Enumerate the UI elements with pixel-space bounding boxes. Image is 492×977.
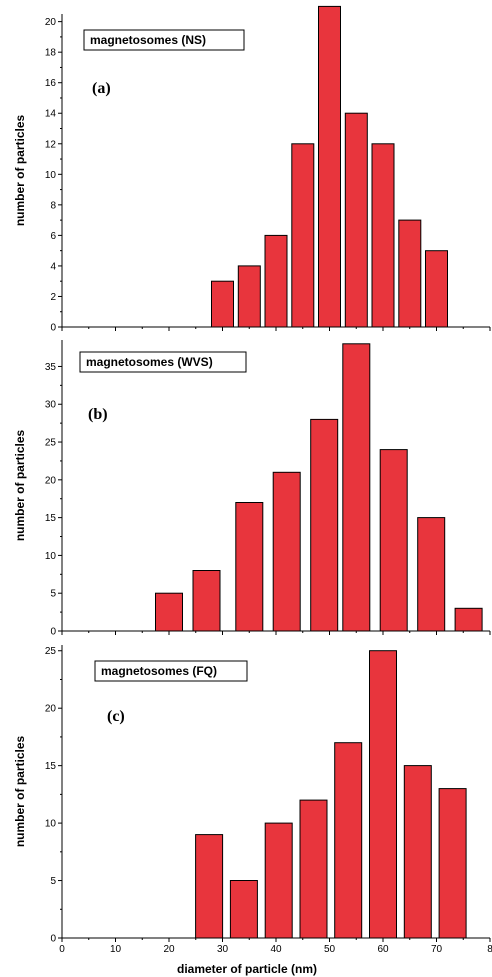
y-tick-label: 35 <box>45 362 57 373</box>
panel-tag: (a) <box>92 80 111 97</box>
bar <box>334 742 363 939</box>
bar <box>344 112 368 328</box>
x-axis-label: diameter of particle (nm) <box>177 962 317 976</box>
y-tick-label: 16 <box>45 78 57 89</box>
x-tick-label: 0 <box>59 944 65 955</box>
x-tick-label: 50 <box>324 944 336 955</box>
legend-box <box>94 660 248 682</box>
y-tick-label: 20 <box>45 704 57 715</box>
bar <box>369 650 397 939</box>
bar <box>235 502 264 632</box>
y-tick-label: 5 <box>50 589 56 600</box>
bar <box>155 592 183 632</box>
x-tick-label: 30 <box>217 944 229 955</box>
bar <box>264 822 293 939</box>
y-tick-label: 4 <box>50 261 56 272</box>
bar <box>291 143 315 328</box>
y-tick-label: 0 <box>50 323 56 334</box>
y-tick-label: 20 <box>45 475 57 486</box>
bar <box>272 471 301 632</box>
y-tick-label: 10 <box>45 170 57 181</box>
y-tick-label: 0 <box>50 627 56 638</box>
y-tick-label: 10 <box>45 551 57 562</box>
panel-tag: (c) <box>107 708 125 725</box>
y-axis-label: number of particles <box>13 114 27 226</box>
legend-label: magnetosomes (NS) <box>90 33 206 47</box>
y-tick-label: 2 <box>50 292 56 303</box>
x-tick-label: 60 <box>377 944 389 955</box>
histogram-panel-1: 0 2 4 6 8 10 12 14 16 18 20 number of particles magn… <box>13 5 491 334</box>
y-tick-label: 5 <box>50 876 56 887</box>
x-tick-label: 70 <box>431 944 443 955</box>
bar <box>417 517 446 632</box>
y-tick-label: 14 <box>45 109 57 120</box>
bar <box>371 143 395 328</box>
histogram-panel-3: 0 5 10 15 20 25 0 10 20 30 40 50 60 70 8 number of part… <box>13 645 492 976</box>
x-tick-label: 40 <box>270 944 282 955</box>
y-tick-label: 0 <box>50 934 56 945</box>
y-tick-label: 6 <box>50 231 56 242</box>
y-tick-label: 20 <box>45 17 57 28</box>
bar <box>237 265 261 328</box>
legend-box <box>83 29 245 51</box>
bar <box>195 834 224 939</box>
bar <box>438 788 467 939</box>
y-tick-label: 15 <box>45 513 57 524</box>
bar <box>318 5 341 328</box>
x-tick-label: 10 <box>110 944 122 955</box>
y-tick-label: 30 <box>45 400 57 411</box>
bar <box>342 343 371 632</box>
legend-box <box>79 351 247 373</box>
bar <box>398 219 422 328</box>
y-axis-label: number of particles <box>13 735 27 847</box>
bar <box>454 607 483 632</box>
y-tick-label: 8 <box>50 200 56 211</box>
bar <box>310 418 339 632</box>
bar <box>211 280 234 328</box>
y-tick-label: 18 <box>45 48 57 59</box>
y-tick-label: 25 <box>45 646 57 657</box>
bar <box>192 570 221 632</box>
y-tick-label: 12 <box>45 139 57 150</box>
panel-tag: (b) <box>88 406 108 423</box>
bar <box>403 765 432 939</box>
bar <box>379 449 408 632</box>
bar <box>299 799 328 939</box>
y-tick-label: 15 <box>45 761 57 772</box>
x-tick-label: 8 <box>487 944 492 955</box>
x-tick-label: 20 <box>163 944 175 955</box>
y-tick-label: 10 <box>45 819 57 830</box>
bar <box>229 880 258 939</box>
bar <box>425 250 448 328</box>
histogram-panel-2: 0 5 10 15 20 25 30 35 number of particles magneto… <box>13 340 491 638</box>
y-axis-label: number of particles <box>13 429 27 541</box>
bar <box>264 234 288 328</box>
legend-label: magnetosomes (WVS) <box>86 355 213 369</box>
legend-label: magnetosomes (FQ) <box>101 664 217 678</box>
y-tick-label: 25 <box>45 438 57 449</box>
